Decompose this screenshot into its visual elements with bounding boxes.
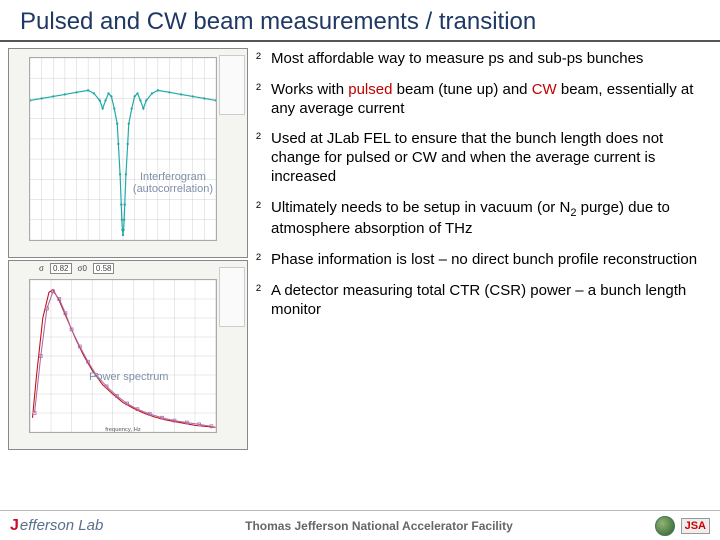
footer-center-text: Thomas Jefferson National Accelerator Fa…: [103, 519, 654, 533]
bullet-item: ² Ultimately needs to be setup in vacuum …: [256, 199, 708, 240]
charts-column: Interferogram (autocorrelation) σ 0.82 σ…: [8, 48, 248, 450]
bullet-marker-icon: ²: [256, 50, 261, 68]
sigma2-value: 0.58: [93, 263, 115, 274]
jlab-text: efferson Lab: [20, 517, 103, 534]
chart1-label-line2: (autocorrelation): [133, 183, 213, 195]
chart2-plot-area: frequency, Hz: [29, 279, 217, 433]
bullet-marker-icon: ²: [256, 251, 261, 269]
jlab-j-icon: J: [10, 517, 19, 535]
chart1-svg: [30, 58, 216, 240]
bullet-text: A detector measuring total CTR (CSR) pow…: [271, 282, 708, 320]
bullet-text: Phase information is lost – no direct bu…: [271, 251, 697, 270]
chart1-legend: [219, 55, 245, 115]
chart1-plot-area: [29, 57, 217, 241]
doe-seal-icon: [655, 516, 675, 536]
bullet-marker-icon: ²: [256, 199, 261, 217]
content-area: Interferogram (autocorrelation) σ 0.82 σ…: [0, 42, 720, 450]
slide-title: Pulsed and CW beam measurements / transi…: [20, 8, 700, 36]
bullet-marker-icon: ²: [256, 282, 261, 300]
sigma-symbol: σ: [39, 264, 44, 273]
bullet-text: Ultimately needs to be setup in vacuum (…: [271, 199, 708, 240]
footer: J efferson Lab Thomas Jefferson National…: [0, 510, 720, 540]
chart2-label: Power spectrum: [89, 371, 168, 383]
bullet-item: ² Used at JLab FEL to ensure that the bun…: [256, 130, 708, 186]
bullet-text: Used at JLab FEL to ensure that the bunc…: [271, 130, 708, 186]
bullet-text: Works with pulsed beam (tune up) and CW …: [271, 81, 708, 119]
chart1-label: Interferogram (autocorrelation): [133, 171, 213, 195]
interferogram-chart: Interferogram (autocorrelation): [8, 48, 248, 258]
bullet-item: ² Works with pulsed beam (tune up) and CW…: [256, 81, 708, 119]
footer-lab-logo: J efferson Lab: [10, 517, 103, 535]
sigma-symbol-2: σ0: [78, 264, 87, 273]
chart2-svg: frequency, Hz: [30, 280, 216, 432]
bullet-item: ² A detector measuring total CTR (CSR) po…: [256, 282, 708, 320]
title-bar: Pulsed and CW beam measurements / transi…: [0, 0, 720, 42]
bullet-list: ² Most affordable way to measure ps and s…: [256, 48, 708, 450]
bullet-item: ² Phase information is lost – no direct b…: [256, 251, 708, 270]
bullet-marker-icon: ²: [256, 81, 261, 99]
jsa-logo: JSA: [681, 518, 710, 534]
svg-text:frequency, Hz: frequency, Hz: [105, 427, 141, 432]
bullet-item: ² Most affordable way to measure ps and s…: [256, 50, 708, 69]
sigma1-value: 0.82: [50, 263, 72, 274]
bullet-marker-icon: ²: [256, 130, 261, 148]
bullet-text: Most affordable way to measure ps and su…: [271, 50, 643, 69]
footer-right-logos: JSA: [655, 516, 710, 536]
chart2-legend: [219, 267, 245, 327]
chart2-sigma-header: σ 0.82 σ0 0.58: [39, 263, 114, 274]
power-spectrum-chart: σ 0.82 σ0 0.58 frequency, Hz Power spect…: [8, 260, 248, 450]
chart1-label-line1: Interferogram: [140, 171, 206, 183]
